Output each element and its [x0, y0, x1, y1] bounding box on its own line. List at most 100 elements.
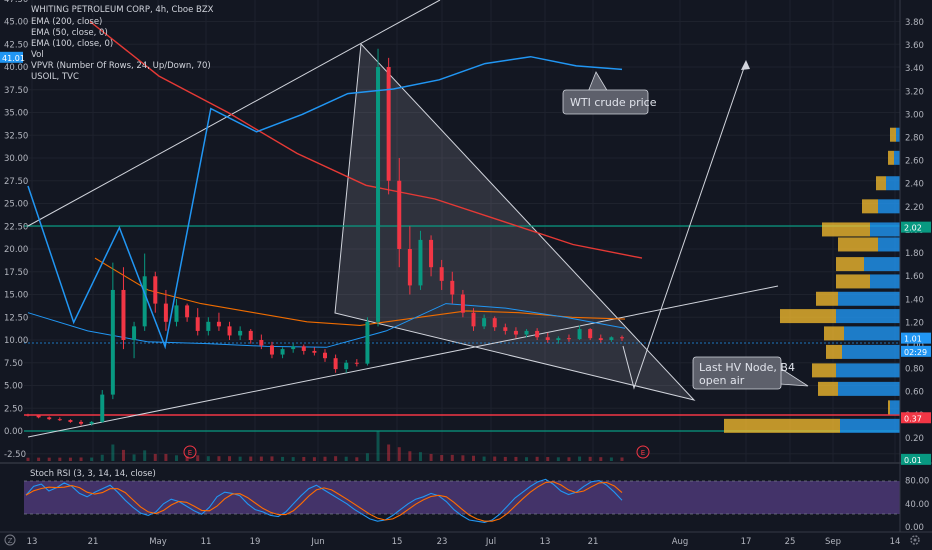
- settings-gear-icon[interactable]: [910, 535, 920, 545]
- candle-body: [577, 329, 582, 340]
- candle-body: [429, 239, 434, 268]
- left-axis-tick: 32.50: [4, 131, 28, 141]
- left-axis-tick: 42.50: [4, 40, 28, 50]
- candle-body: [503, 327, 508, 331]
- candle-body: [407, 249, 412, 286]
- candle-body: [418, 239, 423, 286]
- vpvr-up-bar: [842, 344, 900, 359]
- vpvr-up-bar: [870, 222, 900, 237]
- vpvr-up-bar: [894, 150, 900, 165]
- right-axis-tick: 2.60: [905, 157, 924, 167]
- upper-trend-line[interactable]: [27, 0, 441, 227]
- volume-bar: [482, 456, 486, 461]
- volume-bar: [111, 444, 115, 461]
- volume-bar: [556, 457, 560, 461]
- candle-body: [535, 330, 540, 338]
- legend-vpvr: VPVR (Number Of Rows, 24, Up/Down, 70): [31, 61, 211, 71]
- vpvr-up-bar: [878, 237, 900, 252]
- left-axis-tick: 37.50: [4, 86, 28, 96]
- volume-bar: [514, 456, 518, 461]
- candle-body: [47, 417, 52, 420]
- volume-bar: [525, 457, 529, 461]
- earnings-marker-1[interactable]: E: [183, 445, 197, 459]
- chart-title: WHITING PETROLEUM CORP, 4h, Cboe BZX: [31, 5, 214, 15]
- lower-trend-line[interactable]: [27, 285, 779, 438]
- time-axis-tick: 15: [392, 537, 403, 547]
- vpvr-down-bar: [724, 418, 840, 433]
- legend-ema200: EMA (200, close): [31, 17, 102, 27]
- left-axis-tick: 12.50: [4, 313, 28, 323]
- right-axis-tick: 2.40: [905, 180, 924, 190]
- hv-node-callout[interactable]: Last HV Node, B4 open air: [692, 356, 809, 390]
- earnings-marker-2[interactable]: E: [636, 445, 650, 459]
- candle-body: [588, 329, 593, 339]
- volume-bar: [578, 456, 582, 461]
- volume-bar: [461, 455, 465, 461]
- time-axis[interactable]: 13 21 May 11 19 Jun 15 23 Jul 13 21 Aug 17 25 Sep 14: [27, 537, 901, 547]
- volume-bar: [609, 457, 613, 461]
- legend-usoil: USOIL, TVC: [31, 72, 79, 82]
- vpvr-down-bar: [862, 199, 878, 214]
- right-axis-tick: 0.20: [905, 434, 924, 444]
- volume-bar: [493, 456, 497, 461]
- volume-bar: [312, 457, 316, 461]
- volume-bar: [546, 457, 550, 461]
- candle-body: [57, 419, 62, 421]
- left-axis-tick: 25.00: [4, 200, 28, 210]
- right-axis-tick: 3.60: [905, 41, 924, 51]
- left-axis-tick: -2.50: [4, 450, 26, 460]
- rsi-k-line: [25, 478, 623, 523]
- candle-body: [280, 349, 285, 355]
- candle-body: [100, 394, 105, 422]
- svg-text:0.37: 0.37: [904, 414, 922, 423]
- triangle-pattern[interactable]: [334, 42, 696, 401]
- volume-bar: [68, 457, 72, 461]
- timezone-icon[interactable]: Z: [4, 534, 16, 546]
- candle-body: [227, 326, 232, 336]
- volume-bar: [217, 456, 221, 461]
- volume-bar: [238, 456, 242, 461]
- candle-body: [386, 67, 391, 181]
- candle-body: [163, 303, 168, 322]
- left-axis-tick: 10.00: [4, 336, 28, 346]
- left-price-axis[interactable]: 47.50 45.00 42.50 40.00 37.50 35.00 32.50 30.00…: [4, 0, 28, 460]
- left-axis-tick: 17.50: [4, 268, 28, 278]
- vpvr-down-bar: [876, 176, 886, 191]
- volume-bars: [26, 431, 624, 461]
- rsi-legend: Stoch RSI (3, 3, 14, 14, close): [30, 469, 156, 479]
- volume-bar: [196, 455, 200, 461]
- right-axis-tick: 0.60: [905, 388, 924, 398]
- projection-arrow-head: [741, 60, 750, 70]
- vpvr-down-bar: [888, 150, 894, 165]
- volume-bar: [228, 456, 232, 461]
- volume-profile: [724, 127, 900, 433]
- svg-text:E: E: [641, 449, 645, 457]
- candle-body: [545, 337, 550, 340]
- vpvr-down-bar: [780, 309, 836, 324]
- vpvr-up-bar: [878, 199, 900, 214]
- left-axis-tick: 30.00: [4, 154, 28, 164]
- candle-body: [195, 317, 200, 331]
- volume-bar: [100, 454, 104, 461]
- left-axis-tick: 27.50: [4, 177, 28, 187]
- volume-bar: [450, 454, 454, 461]
- right-axis-tick: 2.20: [905, 203, 924, 213]
- volume-bar: [535, 456, 539, 461]
- vpvr-up-bar: [838, 291, 900, 306]
- vpvr-down-bar: [812, 363, 836, 378]
- projection-arrow[interactable]: [622, 61, 747, 390]
- time-axis-tick: Sep: [825, 537, 841, 547]
- time-axis-tick: 19: [250, 537, 261, 547]
- price-tag: 2.02: [901, 221, 931, 233]
- candle-body: [344, 362, 349, 370]
- wti-callout[interactable]: WTI crude price: [562, 71, 657, 115]
- rsi-axis-tick: 0.00: [905, 523, 924, 533]
- volume-bar: [429, 453, 433, 461]
- vpvr-up-bar: [838, 381, 900, 396]
- volume-bar: [281, 456, 285, 461]
- candle-body: [291, 346, 296, 350]
- candle-body: [482, 318, 487, 327]
- right-axis-tick: 3.40: [905, 64, 924, 74]
- ema-50-line: [27, 303, 626, 348]
